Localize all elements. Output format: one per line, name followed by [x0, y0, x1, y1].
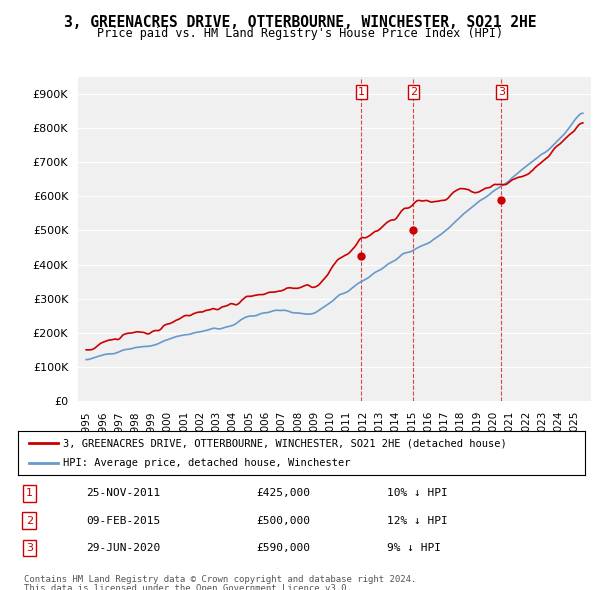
- Text: 3, GREENACRES DRIVE, OTTERBOURNE, WINCHESTER, SO21 2HE: 3, GREENACRES DRIVE, OTTERBOURNE, WINCHE…: [64, 15, 536, 30]
- Text: Price paid vs. HM Land Registry's House Price Index (HPI): Price paid vs. HM Land Registry's House …: [97, 27, 503, 40]
- Text: 12% ↓ HPI: 12% ↓ HPI: [386, 516, 448, 526]
- Text: 3: 3: [26, 543, 33, 553]
- Text: 2: 2: [26, 516, 33, 526]
- Text: £590,000: £590,000: [256, 543, 310, 553]
- Text: 09-FEB-2015: 09-FEB-2015: [86, 516, 160, 526]
- Text: 25-NOV-2011: 25-NOV-2011: [86, 489, 160, 499]
- Text: HPI: Average price, detached house, Winchester: HPI: Average price, detached house, Winc…: [64, 458, 351, 467]
- Text: 2: 2: [410, 87, 417, 97]
- Text: Contains HM Land Registry data © Crown copyright and database right 2024.: Contains HM Land Registry data © Crown c…: [24, 575, 416, 584]
- Text: 29-JUN-2020: 29-JUN-2020: [86, 543, 160, 553]
- Text: 1: 1: [358, 87, 365, 97]
- Text: 3, GREENACRES DRIVE, OTTERBOURNE, WINCHESTER, SO21 2HE (detached house): 3, GREENACRES DRIVE, OTTERBOURNE, WINCHE…: [64, 438, 507, 448]
- Text: £425,000: £425,000: [256, 489, 310, 499]
- Text: 9% ↓ HPI: 9% ↓ HPI: [386, 543, 440, 553]
- Text: 3: 3: [498, 87, 505, 97]
- Text: 1: 1: [26, 489, 33, 499]
- Text: 10% ↓ HPI: 10% ↓ HPI: [386, 489, 448, 499]
- Text: This data is licensed under the Open Government Licence v3.0.: This data is licensed under the Open Gov…: [24, 584, 352, 590]
- Text: £500,000: £500,000: [256, 516, 310, 526]
